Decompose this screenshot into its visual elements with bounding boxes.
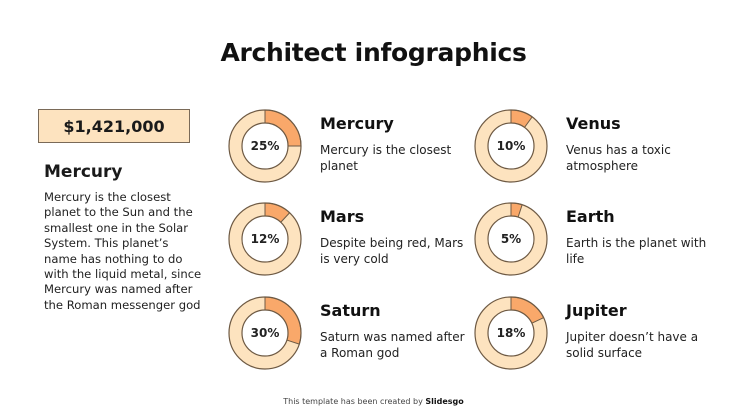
item-description: Jupiter doesn’t have a solid surface xyxy=(566,330,699,360)
item-name: Earth xyxy=(566,207,615,226)
item-description: Mercury is the closest planet xyxy=(320,143,452,173)
item-name: Mars xyxy=(320,207,365,226)
donut-chart: 18% xyxy=(474,296,548,370)
item-name: Venus xyxy=(566,114,621,133)
percent-label: 5% xyxy=(500,232,522,246)
donut-item-saturn: 30% Saturn Saturn was named after a Roma… xyxy=(228,296,468,376)
percent-label: 12% xyxy=(250,232,280,246)
donut-item-mercury: 25% Mercury Mercury is the closest plane… xyxy=(228,109,468,189)
item-description: Despite being red, Mars is very cold xyxy=(320,236,464,266)
donut-chart: 5% xyxy=(474,202,548,276)
percent-label: 10% xyxy=(496,139,526,153)
donut-chart: 12% xyxy=(228,202,302,276)
item-name: Saturn xyxy=(320,301,381,320)
donut-item-jupiter: 18% Jupiter Jupiter doesn’t have a solid… xyxy=(474,296,714,376)
footer-credit: This template has been created by Slides… xyxy=(0,397,747,406)
item-description: Earth is the planet with life xyxy=(566,236,707,266)
percent-label: 30% xyxy=(250,326,280,340)
footer-text: This template has been created by xyxy=(283,397,426,406)
price-box: $1,421,000 xyxy=(38,109,190,143)
item-description: Venus has a toxic atmosphere xyxy=(566,143,671,173)
percent-label: 25% xyxy=(250,139,280,153)
donut-item-venus: 10% Venus Venus has a toxic atmosphere xyxy=(474,109,714,189)
page-title: Architect infographics xyxy=(220,38,527,67)
donut-chart: 30% xyxy=(228,296,302,370)
percent-label: 18% xyxy=(496,326,526,340)
donut-item-mars: 12% Mars Despite being red, Mars is very… xyxy=(228,202,468,282)
item-name: Jupiter xyxy=(566,301,627,320)
summary-body: Mercury is the closest planet to the Sun… xyxy=(44,190,202,312)
footer-brand: Slidesgo xyxy=(425,397,464,406)
item-description: Saturn was named after a Roman god xyxy=(320,330,465,360)
summary-heading: Mercury xyxy=(44,162,123,182)
donut-chart: 10% xyxy=(474,109,548,183)
donut-chart: 25% xyxy=(228,109,302,183)
item-name: Mercury xyxy=(320,114,394,133)
donut-item-earth: 5% Earth Earth is the planet with life xyxy=(474,202,714,282)
